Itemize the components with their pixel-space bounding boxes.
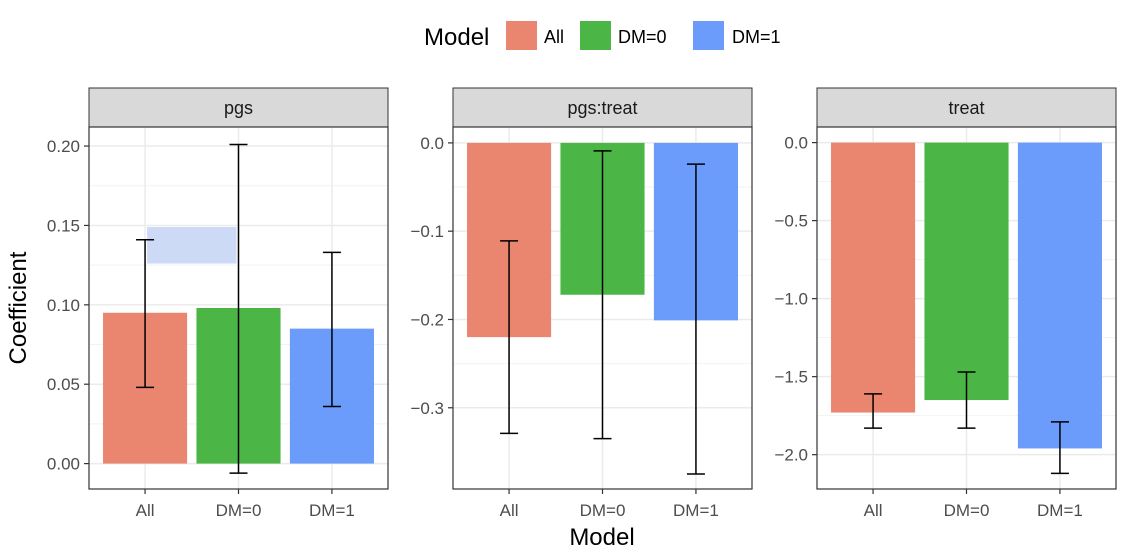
- panel-pgs-title: pgs: [224, 98, 253, 118]
- panel-pgs-treat-xtick-label: DM=1: [673, 501, 719, 520]
- panel-pgs-ytick-label: 0.15: [47, 216, 80, 235]
- panel-treat-bar-dm0: [924, 142, 1009, 401]
- legend-swatch-dm1: [693, 21, 724, 50]
- panel-pgs-xtick-label: DM=0: [216, 501, 262, 520]
- panel-treat-bar-dm1: [1017, 142, 1102, 449]
- legend-label-all: All: [544, 27, 564, 47]
- panel-pgs-treat-title: pgs:treat: [567, 98, 637, 118]
- panel-treat-ytick-label: −0.5: [774, 212, 808, 231]
- panel-pgs-strip: [88, 87, 389, 128]
- panel-pgs-highlight-band: [147, 227, 237, 264]
- panel-treat-xtick-label: All: [864, 501, 883, 520]
- panel-pgs-ytick-label: 0.10: [47, 296, 80, 315]
- panel-pgs-ytick-label: 0.05: [47, 375, 80, 394]
- panel-pgs-ytick-label: 0.00: [47, 455, 80, 474]
- panel-treat-ytick-label: −2.0: [774, 446, 808, 465]
- legend-swatch-dm0: [580, 21, 611, 50]
- panel-treat-xtick-label: DM=1: [1037, 501, 1083, 520]
- y-axis-title: Coefficient: [5, 251, 32, 364]
- panel-pgs-treat-ytick-label: −0.2: [410, 310, 444, 329]
- panel-treat-ytick-label: −1.0: [774, 290, 808, 309]
- panel-pgs-treat-ytick-label: −0.1: [410, 222, 444, 241]
- panel-pgs-treat-xtick-label: All: [500, 501, 519, 520]
- panel-treat-strip: [816, 87, 1117, 128]
- legend-title: Model: [424, 24, 489, 51]
- panel-pgs-treat-strip: [452, 87, 753, 128]
- x-axis-title: Model: [569, 524, 634, 551]
- panel-treat-bar-all: [831, 142, 916, 413]
- panel-pgs-treat-ytick-label: 0.0: [420, 134, 444, 153]
- panel-treat-ytick-label: 0.0: [784, 134, 808, 153]
- legend-label-dm1: DM=1: [732, 27, 781, 47]
- panel-pgs-xtick-label: All: [136, 501, 155, 520]
- panel-pgs-treat-xtick-label: DM=0: [580, 501, 626, 520]
- panel-pgs-ytick-label: 0.20: [47, 137, 80, 156]
- panel-treat-xtick-label: DM=0: [944, 501, 990, 520]
- legend-label-dm0: DM=0: [618, 27, 667, 47]
- panel-treat-title: treat: [948, 98, 984, 118]
- legend-swatch-all: [506, 21, 537, 50]
- panel-treat-ytick-label: −1.5: [774, 368, 808, 387]
- panel-pgs-treat-ytick-label: −0.3: [410, 399, 444, 418]
- panel-pgs-xtick-label: DM=1: [309, 501, 355, 520]
